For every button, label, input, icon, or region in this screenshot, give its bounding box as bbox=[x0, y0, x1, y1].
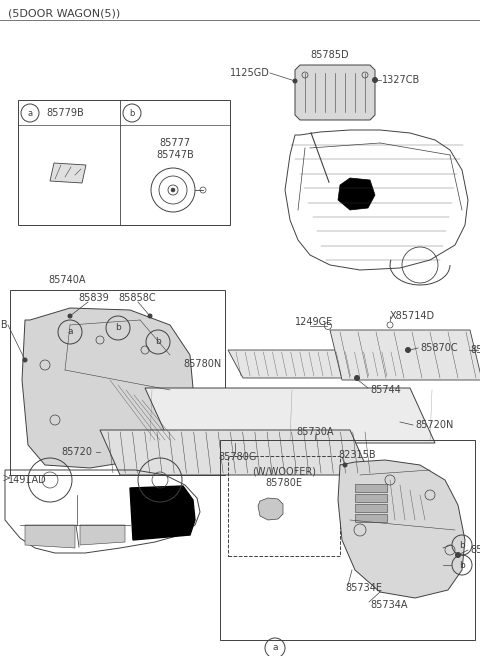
Text: 85780G: 85780G bbox=[218, 452, 256, 462]
Text: 85839: 85839 bbox=[78, 293, 109, 303]
Text: b: b bbox=[459, 541, 465, 550]
Text: a: a bbox=[67, 327, 73, 337]
Circle shape bbox=[456, 552, 460, 558]
Circle shape bbox=[406, 348, 410, 352]
Circle shape bbox=[148, 314, 152, 318]
Text: 85779B: 85779B bbox=[46, 108, 84, 118]
Text: 82315B: 82315B bbox=[338, 450, 376, 460]
Text: 85771: 85771 bbox=[470, 345, 480, 355]
Text: b: b bbox=[115, 323, 121, 333]
Polygon shape bbox=[338, 178, 375, 210]
Bar bbox=[10, 290, 225, 475]
Polygon shape bbox=[50, 163, 86, 183]
Circle shape bbox=[68, 314, 72, 318]
Bar bbox=[18, 100, 230, 225]
Text: 85720N: 85720N bbox=[415, 420, 454, 430]
Polygon shape bbox=[145, 388, 435, 443]
Text: 85747B: 85747B bbox=[156, 150, 194, 160]
Text: 85870C: 85870C bbox=[420, 343, 457, 353]
Polygon shape bbox=[130, 486, 195, 540]
Bar bbox=[355, 484, 387, 492]
Text: 1491AD: 1491AD bbox=[8, 475, 47, 485]
Bar bbox=[355, 494, 387, 502]
Text: 1249GE: 1249GE bbox=[295, 317, 333, 327]
Polygon shape bbox=[330, 330, 480, 380]
Circle shape bbox=[23, 358, 27, 362]
Text: (W/WOOFER): (W/WOOFER) bbox=[252, 466, 316, 476]
Text: 85839: 85839 bbox=[470, 545, 480, 555]
Circle shape bbox=[343, 463, 347, 467]
Text: (5DOOR WAGON(5)): (5DOOR WAGON(5)) bbox=[8, 9, 120, 19]
Text: 82315B: 82315B bbox=[0, 320, 8, 330]
Polygon shape bbox=[100, 430, 370, 475]
Polygon shape bbox=[295, 65, 375, 120]
Text: 85780E: 85780E bbox=[265, 478, 302, 488]
Text: 85744: 85744 bbox=[370, 385, 401, 395]
Text: 85720: 85720 bbox=[61, 447, 92, 457]
Text: 85777: 85777 bbox=[159, 138, 191, 148]
Polygon shape bbox=[228, 350, 398, 378]
Bar bbox=[228, 456, 340, 556]
Circle shape bbox=[355, 375, 360, 380]
Text: 1125GD: 1125GD bbox=[230, 68, 270, 78]
Circle shape bbox=[372, 77, 377, 83]
Text: 85730A: 85730A bbox=[296, 427, 334, 437]
Text: 1327CB: 1327CB bbox=[382, 75, 420, 85]
Text: a: a bbox=[27, 108, 33, 117]
Bar bbox=[355, 514, 387, 522]
Bar bbox=[220, 440, 475, 640]
Circle shape bbox=[171, 188, 175, 192]
Text: b: b bbox=[129, 108, 135, 117]
Text: 85734A: 85734A bbox=[370, 600, 408, 610]
Text: 85780N: 85780N bbox=[184, 359, 222, 369]
Bar bbox=[355, 504, 387, 512]
Polygon shape bbox=[25, 525, 75, 548]
Text: a: a bbox=[272, 644, 278, 653]
Text: 85734E: 85734E bbox=[345, 583, 382, 593]
Text: 85785D: 85785D bbox=[311, 50, 349, 60]
Polygon shape bbox=[258, 498, 283, 520]
Text: 85740A: 85740A bbox=[48, 275, 85, 285]
Polygon shape bbox=[338, 460, 465, 598]
Circle shape bbox=[293, 79, 297, 83]
Text: 85858C: 85858C bbox=[118, 293, 156, 303]
Polygon shape bbox=[22, 308, 195, 468]
Text: b: b bbox=[155, 337, 161, 346]
Text: X85714D: X85714D bbox=[390, 311, 435, 321]
Polygon shape bbox=[80, 525, 125, 545]
Text: b: b bbox=[459, 560, 465, 569]
